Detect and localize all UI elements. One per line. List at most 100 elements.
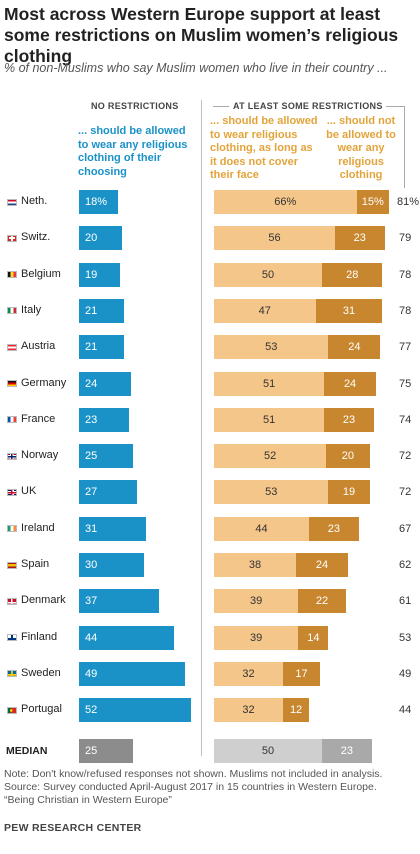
value-total: 72 bbox=[399, 450, 412, 463]
bar-allowed-any bbox=[79, 298, 125, 323]
value-allowed-not-face: 51 bbox=[262, 377, 276, 390]
bar-allowed-not-face bbox=[214, 444, 327, 469]
value-total: 74 bbox=[399, 413, 412, 426]
country-label: Denmark bbox=[21, 594, 66, 607]
finland-flag-icon bbox=[7, 634, 17, 642]
median-bar-allowed-any bbox=[79, 738, 133, 763]
value-allowed-any: 37 bbox=[85, 595, 98, 608]
switzerland-flag-icon bbox=[7, 234, 17, 242]
bar-not-allowed bbox=[309, 516, 359, 541]
bar-allowed-any bbox=[79, 407, 129, 432]
value-not-allowed: 14 bbox=[307, 631, 320, 644]
country-label: Italy bbox=[21, 303, 42, 316]
bar-not-allowed bbox=[298, 589, 346, 614]
value-total: 72 bbox=[399, 486, 412, 499]
country-label: Austria bbox=[21, 340, 56, 353]
bar-allowed-any bbox=[79, 516, 146, 541]
value-allowed-not-face: 56 bbox=[268, 232, 281, 245]
value-allowed-any: 19 bbox=[85, 268, 98, 281]
value-allowed-not-face: 53 bbox=[265, 341, 278, 354]
value-not-allowed: 22 bbox=[315, 595, 329, 608]
country-label: Ireland bbox=[21, 521, 55, 534]
bar-allowed-any bbox=[79, 480, 138, 505]
value-total: 78 bbox=[399, 304, 412, 317]
bar-not-allowed bbox=[356, 190, 389, 214]
country-label: Belgium bbox=[21, 267, 61, 280]
value-not-allowed: 19 bbox=[342, 486, 356, 499]
value-allowed-not-face: 32 bbox=[242, 704, 255, 717]
desc-allowed-not-face: ... should be allowed to wear religious … bbox=[210, 115, 318, 181]
bar-not-allowed bbox=[298, 625, 329, 650]
sweden-flag-icon bbox=[7, 670, 17, 678]
bar-allowed-not-face bbox=[214, 407, 325, 432]
column-divider bbox=[201, 100, 202, 756]
value-allowed-not-face: 51 bbox=[262, 413, 276, 426]
portugal-flag-icon bbox=[7, 706, 17, 714]
value-total: 61 bbox=[399, 595, 412, 608]
uk-flag-icon bbox=[7, 488, 17, 496]
value-total: 62 bbox=[399, 559, 412, 571]
value-not-allowed: 17 bbox=[295, 667, 308, 680]
belgium-flag-icon bbox=[7, 271, 17, 279]
norway-flag-icon bbox=[7, 452, 17, 460]
value-allowed-any: 24 bbox=[85, 377, 98, 390]
value-not-allowed: 24 bbox=[348, 341, 361, 354]
value-allowed-any: 18% bbox=[85, 196, 108, 208]
italy-flag-icon bbox=[7, 307, 17, 315]
median-value-not-allowed: 23 bbox=[340, 744, 353, 757]
value-allowed-any: 25 bbox=[85, 450, 98, 463]
value-allowed-not-face: 39 bbox=[249, 595, 263, 608]
value-allowed-any: 44 bbox=[85, 631, 98, 644]
value-total: 49 bbox=[399, 667, 412, 680]
country-label: Portugal bbox=[21, 703, 62, 716]
value-total: 79 bbox=[399, 232, 412, 245]
bar-allowed-not-face bbox=[214, 226, 335, 251]
bar-allowed-any bbox=[79, 371, 131, 396]
value-allowed-not-face: 66% bbox=[274, 196, 297, 208]
bar-not-allowed bbox=[315, 298, 383, 323]
bar-allowed-any bbox=[79, 553, 144, 577]
bar-not-allowed bbox=[334, 226, 385, 251]
bar-allowed-not-face bbox=[214, 589, 299, 614]
value-not-allowed: 31 bbox=[342, 304, 356, 317]
median-bar-allowed-not-face bbox=[214, 738, 322, 763]
bar-not-allowed bbox=[326, 444, 370, 469]
country-label: Switz. bbox=[21, 231, 51, 244]
country-label: Neth. bbox=[21, 195, 48, 207]
bar-allowed-any bbox=[79, 190, 118, 214]
spain-flag-icon bbox=[7, 561, 17, 569]
bar-allowed-any bbox=[79, 226, 123, 251]
germany-flag-icon bbox=[7, 380, 17, 387]
value-not-allowed: 24 bbox=[343, 377, 357, 390]
median-label: MEDIAN bbox=[6, 744, 48, 757]
value-not-allowed: 28 bbox=[346, 268, 359, 281]
bar-allowed-not-face bbox=[214, 190, 357, 214]
value-not-allowed: 24 bbox=[315, 559, 329, 571]
value-total: 53 bbox=[399, 631, 412, 644]
bar-allowed-not-face bbox=[214, 480, 329, 505]
value-allowed-any: 21 bbox=[85, 304, 98, 317]
value-allowed-any: 27 bbox=[85, 486, 98, 499]
value-allowed-not-face: 44 bbox=[255, 522, 268, 535]
value-allowed-any: 21 bbox=[85, 341, 98, 354]
chart-title: Most across Western Europe support at le… bbox=[4, 4, 399, 66]
bar-allowed-not-face bbox=[214, 625, 299, 650]
header-bracket-tick-right bbox=[404, 106, 405, 188]
bar-allowed-any bbox=[79, 444, 133, 469]
value-total: 44 bbox=[399, 704, 412, 717]
bar-allowed-any bbox=[79, 625, 175, 650]
brand-name: PEW RESEARCH CENTER bbox=[4, 822, 142, 834]
value-not-allowed: 23 bbox=[327, 522, 340, 535]
value-not-allowed: 20 bbox=[341, 450, 355, 463]
france-flag-icon bbox=[7, 416, 17, 424]
country-label: Spain bbox=[21, 558, 50, 570]
country-label: Germany bbox=[21, 376, 67, 389]
chart-subtitle: % of non-Muslims who say Muslim women wh… bbox=[4, 61, 388, 75]
country-label: Norway bbox=[21, 449, 59, 462]
netherlands-flag-icon bbox=[7, 198, 17, 206]
bar-allowed-not-face bbox=[214, 262, 322, 287]
desc-allowed-any: ... should be allowed to wear any religi… bbox=[78, 125, 188, 178]
desc-not-allowed: ... should not be allowed to wear any re… bbox=[326, 115, 396, 181]
value-total: 81% bbox=[397, 196, 420, 208]
bar-allowed-not-face bbox=[214, 335, 329, 360]
